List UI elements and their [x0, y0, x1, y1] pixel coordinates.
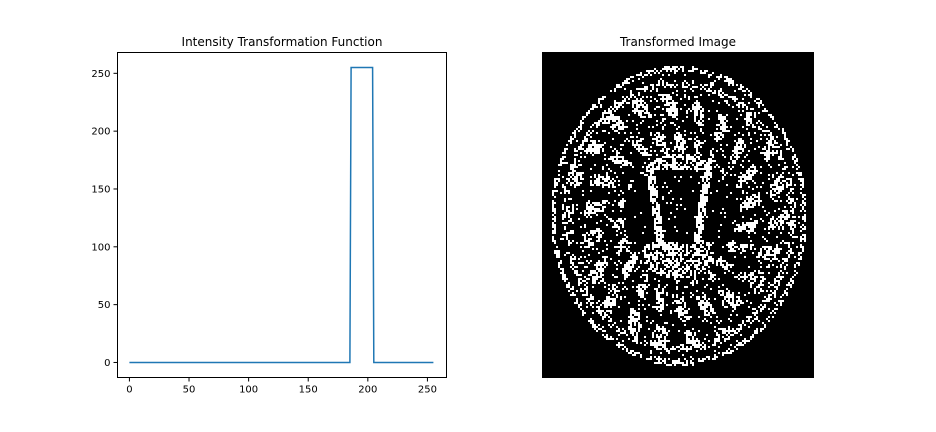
image-axes: Transformed Image: [542, 35, 814, 378]
transformed-brain-image: [552, 66, 806, 366]
y-tick-label: 100: [91, 242, 110, 253]
y-tick-label: 250: [91, 69, 110, 80]
brain-pixels: [552, 66, 806, 366]
x-tick-label: 250: [418, 385, 437, 396]
y-tick-label: 150: [91, 184, 110, 195]
transformation-line: [129, 66, 434, 364]
x-tick-label: 200: [358, 385, 377, 396]
y-axis-ticks: 0 50 100 150 200 250: [91, 69, 118, 369]
series-layer: [129, 66, 434, 364]
x-tick-label: 50: [183, 385, 196, 396]
x-tick-label: 150: [299, 385, 318, 396]
y-tick-label: 200: [91, 127, 110, 138]
line-chart-axes: Intensity Transformation Function 0 50 100…: [91, 35, 447, 396]
x-axis-ticks: 0 50 100 150 200 250: [126, 377, 437, 396]
x-tick-label: 100: [239, 385, 258, 396]
line-chart-title: Intensity Transformation Function: [182, 35, 383, 49]
image-background: [542, 52, 814, 378]
y-tick-label: 0: [104, 358, 110, 369]
y-tick-label: 50: [98, 300, 111, 311]
image-title: Transformed Image: [619, 35, 736, 49]
x-tick-label: 0: [126, 385, 132, 396]
line-chart-plot-area: [117, 52, 447, 378]
